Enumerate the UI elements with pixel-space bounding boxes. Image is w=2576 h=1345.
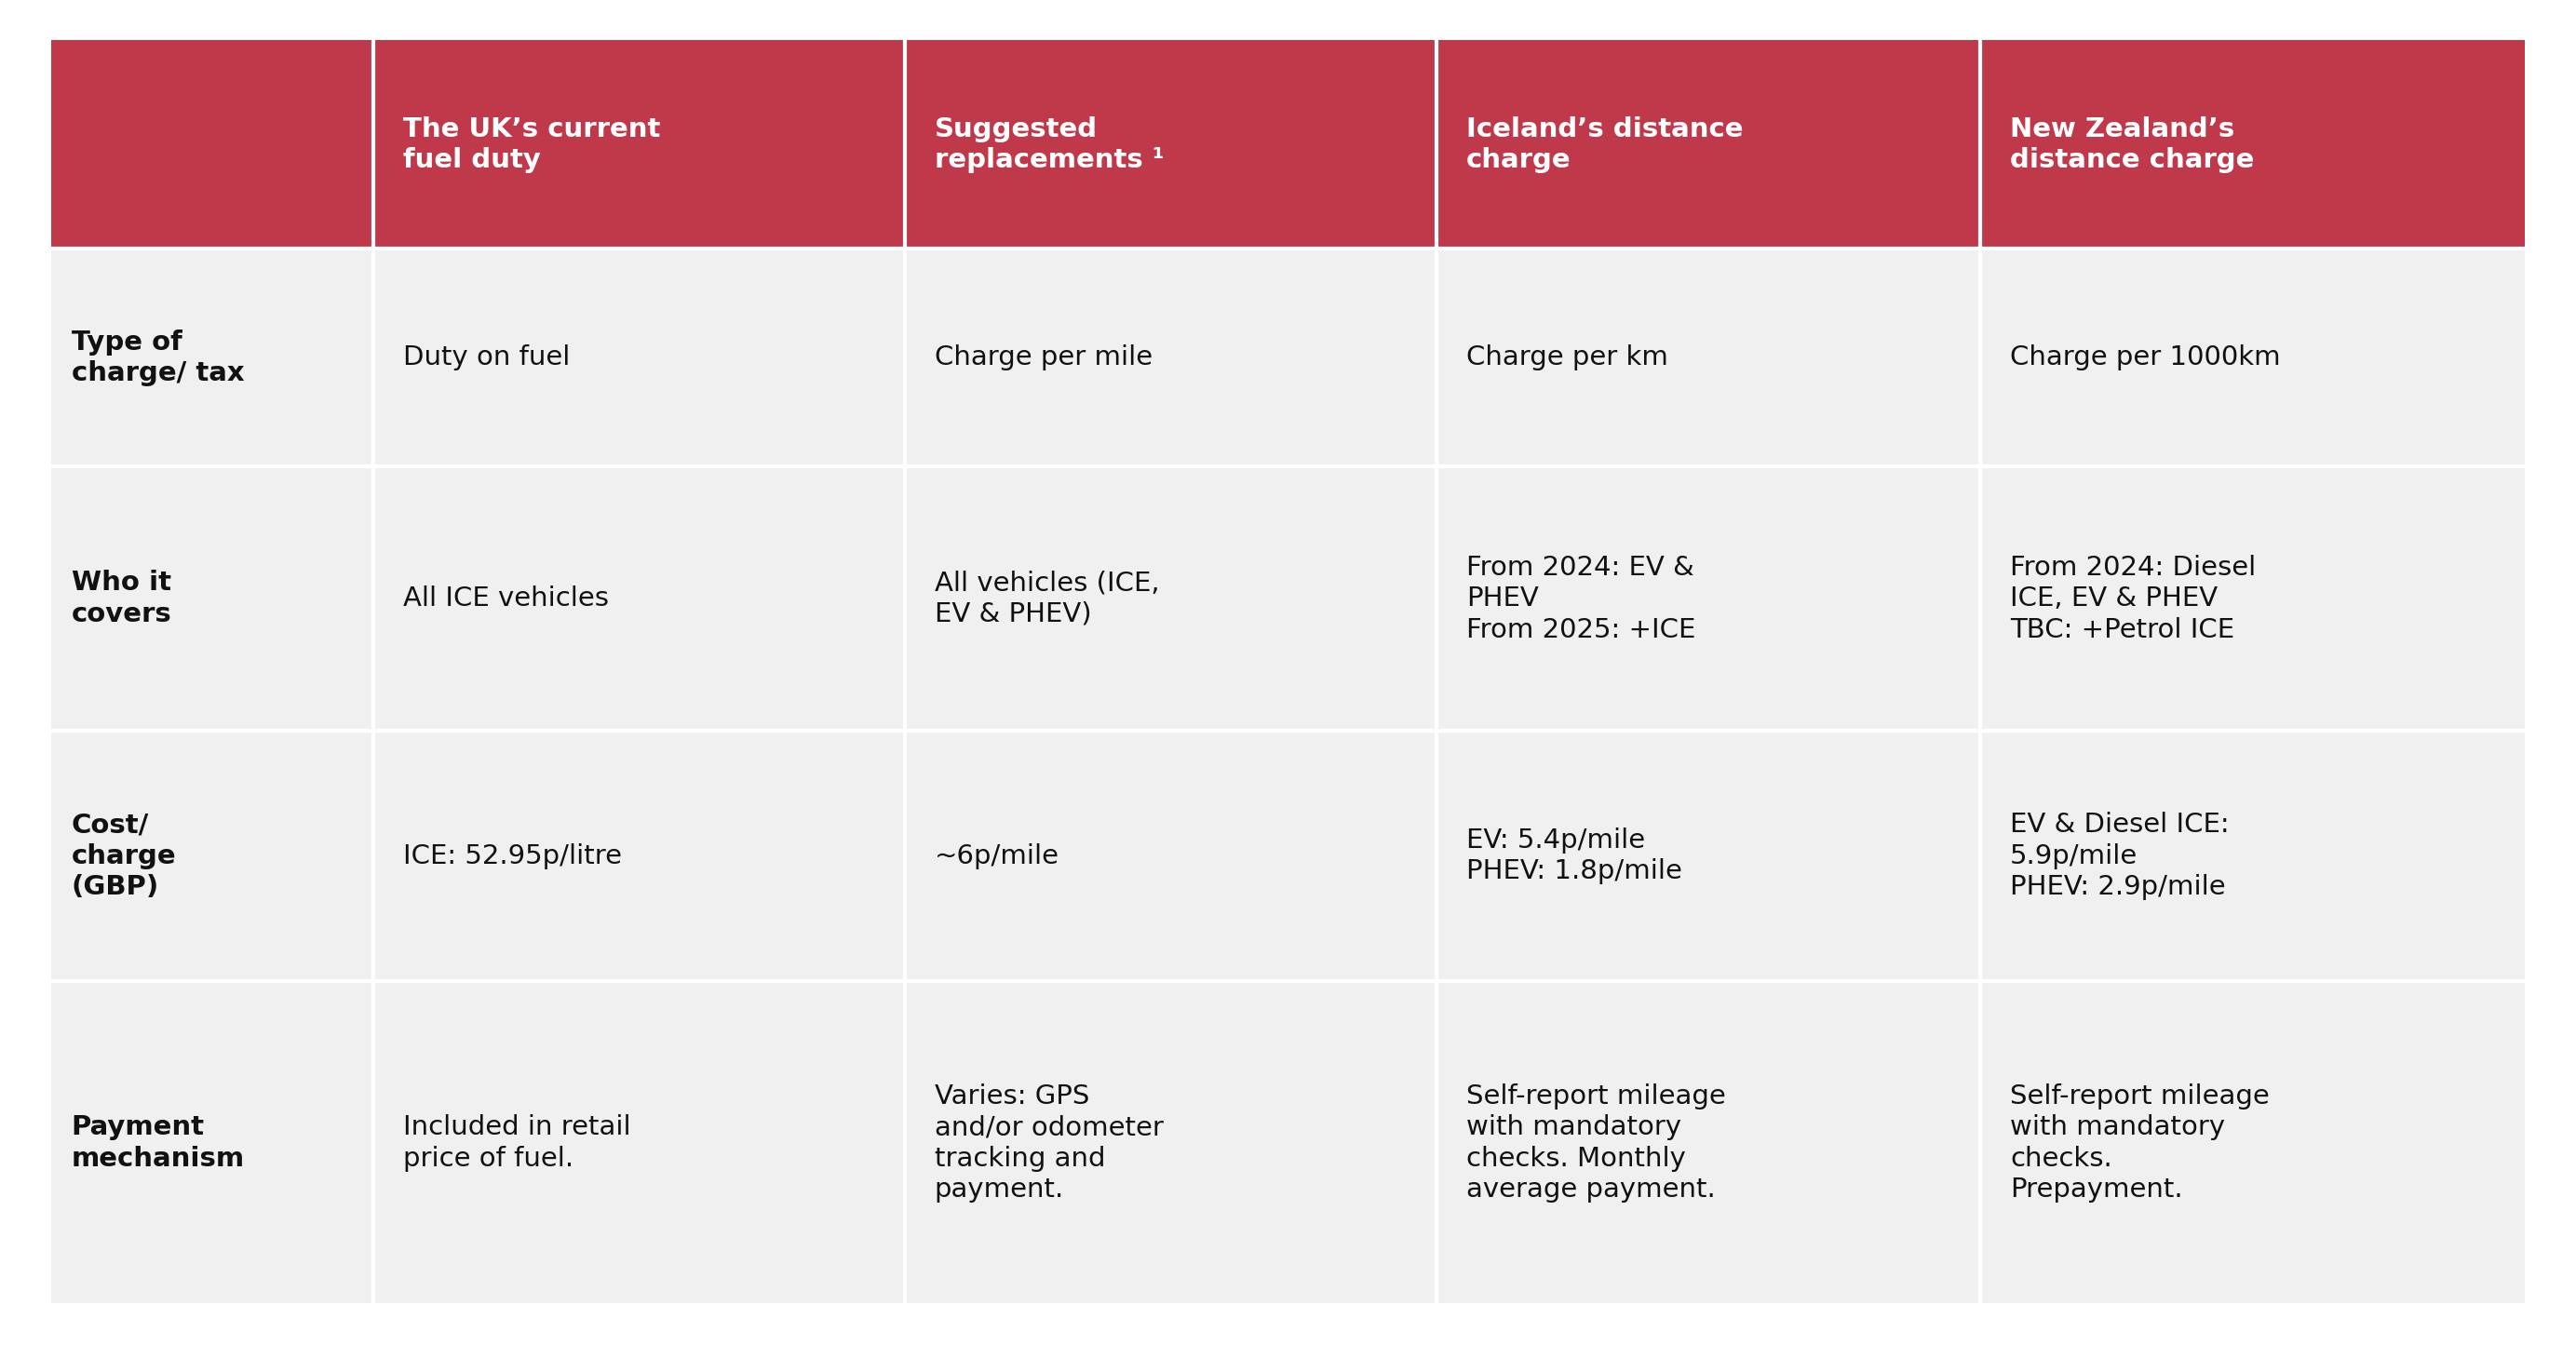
Text: ICE: 52.95p/litre: ICE: 52.95p/litre xyxy=(402,843,621,869)
Text: Included in retail
price of fuel.: Included in retail price of fuel. xyxy=(402,1115,631,1171)
Text: All ICE vehicles: All ICE vehicles xyxy=(402,585,608,612)
Text: Cost/
charge
(GBP): Cost/ charge (GBP) xyxy=(72,812,175,900)
Text: Self-report mileage
with mandatory
checks. Monthly
average payment.: Self-report mileage with mandatory check… xyxy=(1466,1083,1726,1202)
Text: Charge per mile: Charge per mile xyxy=(935,344,1151,371)
Text: Who it
covers: Who it covers xyxy=(72,570,173,627)
Text: Payment
mechanism: Payment mechanism xyxy=(72,1115,245,1171)
Text: All vehicles (ICE,
EV & PHEV): All vehicles (ICE, EV & PHEV) xyxy=(935,570,1159,627)
Text: Varies: GPS
and/or odometer
tracking and
payment.: Varies: GPS and/or odometer tracking and… xyxy=(935,1083,1164,1202)
Text: New Zealand’s
distance charge: New Zealand’s distance charge xyxy=(2009,116,2254,174)
Bar xyxy=(52,730,2524,982)
Bar xyxy=(52,467,2524,730)
Text: Self-report mileage
with mandatory
checks.
Prepayment.: Self-report mileage with mandatory check… xyxy=(2009,1083,2269,1202)
Text: Type of
charge/ tax: Type of charge/ tax xyxy=(72,330,245,386)
Text: ~6p/mile: ~6p/mile xyxy=(935,843,1059,869)
Text: The UK’s current
fuel duty: The UK’s current fuel duty xyxy=(402,116,659,174)
Bar xyxy=(52,40,2524,249)
Text: Duty on fuel: Duty on fuel xyxy=(402,344,569,371)
Text: Charge per 1000km: Charge per 1000km xyxy=(2009,344,2280,371)
Text: Suggested
replacements ¹: Suggested replacements ¹ xyxy=(935,116,1164,174)
Bar xyxy=(52,249,2524,467)
Text: EV & Diesel ICE:
5.9p/mile
PHEV: 2.9p/mile: EV & Diesel ICE: 5.9p/mile PHEV: 2.9p/mi… xyxy=(2009,812,2228,900)
Text: Charge per km: Charge per km xyxy=(1466,344,1667,371)
Text: EV: 5.4p/mile
PHEV: 1.8p/mile: EV: 5.4p/mile PHEV: 1.8p/mile xyxy=(1466,827,1682,885)
Text: From 2024: Diesel
ICE, EV & PHEV
TBC: +Petrol ICE: From 2024: Diesel ICE, EV & PHEV TBC: +P… xyxy=(2009,554,2257,643)
Text: From 2024: EV &
PHEV
From 2025: +ICE: From 2024: EV & PHEV From 2025: +ICE xyxy=(1466,554,1695,643)
Bar xyxy=(52,982,2524,1305)
Text: Iceland’s distance
charge: Iceland’s distance charge xyxy=(1466,116,1744,174)
